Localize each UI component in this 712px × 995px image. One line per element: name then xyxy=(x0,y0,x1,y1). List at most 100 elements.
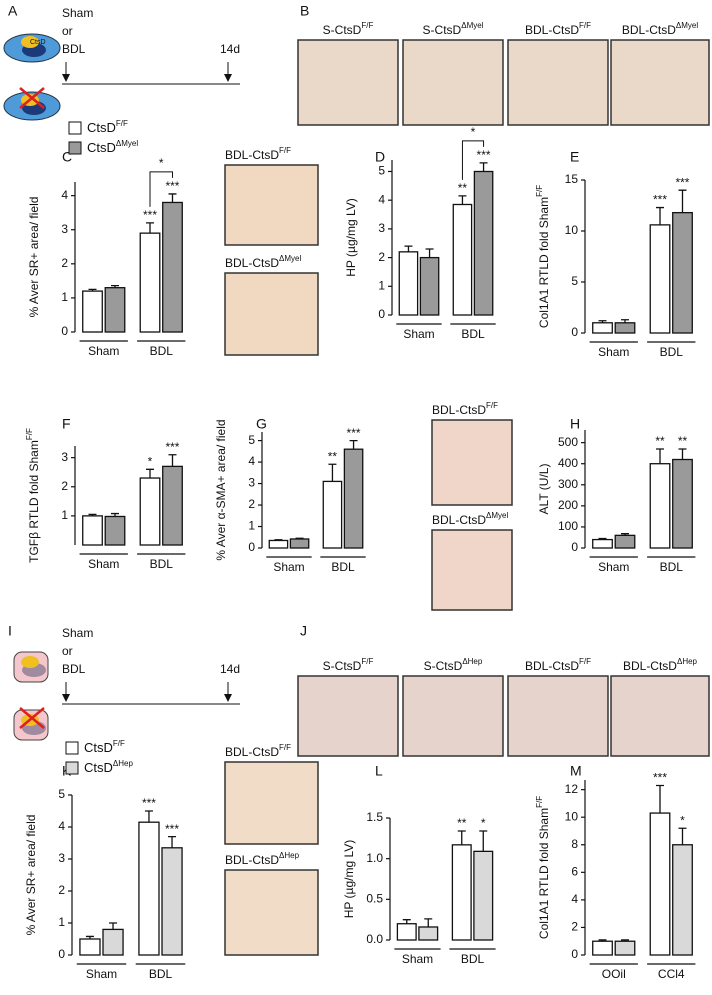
significance: ** xyxy=(457,816,467,830)
text-base: TGFβ RTLD fold Sham xyxy=(27,440,41,563)
y-axis-label: % Aver α-SMA+ area/ field xyxy=(214,419,228,560)
micrograph-label: BDL-CtsDΔHep xyxy=(623,657,698,673)
text-base: BDL-CtsD xyxy=(432,513,486,527)
y-tick-label: 5 xyxy=(378,164,385,178)
y-axis-label: Col1A1 RTLD fold ShamF/F xyxy=(535,796,551,939)
error-bar xyxy=(425,248,434,258)
bar xyxy=(614,534,636,549)
significance: *** xyxy=(165,440,179,454)
text-base: BDL-CtsD xyxy=(432,403,486,417)
text-sup: ΔHep xyxy=(113,759,134,768)
text-sup: F/F xyxy=(279,146,291,155)
y-axis-label: % Aver SR+ area/ field xyxy=(24,815,38,936)
legend-label: CtsDΔMyel xyxy=(87,139,138,155)
significance: *** xyxy=(143,208,157,222)
micrograph xyxy=(297,675,399,757)
y-tick-label: 0 xyxy=(571,947,578,961)
text-sup: ΔHep xyxy=(279,851,300,860)
x-tick-label: BDL xyxy=(331,560,355,574)
y-tick-label: 0 xyxy=(248,540,255,554)
y-axis-label: HP (µg/mg LV) xyxy=(342,840,356,919)
legend-label: CtsDF/F xyxy=(84,739,125,755)
y-tick-label: 0.0 xyxy=(366,932,383,946)
y-tick-label: 5 xyxy=(248,433,255,447)
text-base: BDL-CtsD xyxy=(225,256,279,270)
panel-letter: E xyxy=(570,149,579,165)
y-tick-label: 2 xyxy=(248,497,255,511)
y-tick-label: 4 xyxy=(248,454,255,468)
schematic-label: or xyxy=(62,644,73,658)
error-bar xyxy=(110,512,119,517)
bar xyxy=(649,812,671,956)
bar xyxy=(398,251,419,316)
bar xyxy=(672,458,693,549)
y-axis-label: % Aver SR+ area/ field xyxy=(27,197,41,318)
y-tick-label: 8 xyxy=(571,837,578,851)
bar xyxy=(102,928,124,956)
text-base: % Aver α-SMA+ area/ field xyxy=(214,419,228,560)
panel-letter: I xyxy=(8,623,12,639)
significance: ** xyxy=(458,181,468,195)
text-base: S-CtsD xyxy=(423,23,462,37)
panel-letter: L xyxy=(375,763,383,779)
x-tick-label: BDL xyxy=(660,560,684,574)
comparison-bracket xyxy=(461,140,485,180)
micrograph xyxy=(431,419,513,506)
text-base: Col1A1 RTLD fold Sham xyxy=(537,197,551,328)
y-tick-label: 400 xyxy=(558,456,578,470)
bar xyxy=(418,926,439,941)
error-bar xyxy=(656,784,665,814)
error-bar xyxy=(168,835,177,848)
y-tick-label: 1.5 xyxy=(366,810,383,824)
bar xyxy=(138,821,160,956)
text-base: BDL-CtsD xyxy=(525,23,579,37)
panel-letter: M xyxy=(570,763,582,779)
error-bar xyxy=(402,919,411,924)
comparison-bracket xyxy=(149,171,173,207)
error-bar xyxy=(457,830,466,845)
x-tick-label: Sham xyxy=(88,557,119,571)
bar xyxy=(473,170,494,316)
ctsd-blob xyxy=(21,656,39,668)
x-tick-label: BDL xyxy=(660,345,684,359)
text-base: HP (µg/mg LV) xyxy=(342,840,356,919)
y-tick-label: 12 xyxy=(565,782,579,796)
y-tick-label: 2 xyxy=(61,256,68,270)
error-bar xyxy=(146,468,155,479)
error-bar xyxy=(598,537,607,540)
significance: * xyxy=(680,813,685,827)
bar xyxy=(672,211,693,334)
micrograph-label: S-CtsDF/F xyxy=(323,21,374,37)
micrograph xyxy=(507,39,609,126)
panel-letter: D xyxy=(375,149,385,165)
x-tick-label: Sham xyxy=(273,560,304,574)
micrograph xyxy=(297,39,399,126)
text-sup: ΔMyel xyxy=(116,139,138,148)
legend-swatch xyxy=(68,121,82,135)
micrograph-label: BDL-CtsDΔMyel xyxy=(622,21,698,37)
x-tick-label: BDL xyxy=(150,557,174,571)
text-base: BDL-CtsD xyxy=(525,659,579,673)
significance: * xyxy=(481,816,486,830)
error-bar xyxy=(274,539,283,541)
y-tick-label: 4 xyxy=(571,892,578,906)
y-axis-label: ALT (U/L) xyxy=(537,464,551,515)
arrow-head xyxy=(224,74,232,82)
legend-swatch xyxy=(65,761,79,775)
text-sup: F/F xyxy=(535,185,544,197)
error-bar xyxy=(620,533,629,536)
y-tick-label: 1 xyxy=(248,519,255,533)
micrograph-label: BDL-CtsDF/F xyxy=(525,657,591,673)
text-base: % Aver SR+ area/ field xyxy=(27,197,41,318)
significance: *** xyxy=(165,179,179,193)
text-base: % Aver SR+ area/ field xyxy=(24,815,38,936)
arrow-head xyxy=(62,74,70,82)
error-bar xyxy=(110,284,119,288)
bar xyxy=(649,224,671,334)
y-tick-label: 0 xyxy=(61,324,68,338)
panel-letter: H xyxy=(570,416,580,432)
y-tick-label: 10 xyxy=(565,809,579,823)
error-bar xyxy=(88,513,97,516)
micrograph-label: BDL-CtsDΔMyel xyxy=(432,511,508,527)
x-tick-label: BDL xyxy=(149,967,173,981)
